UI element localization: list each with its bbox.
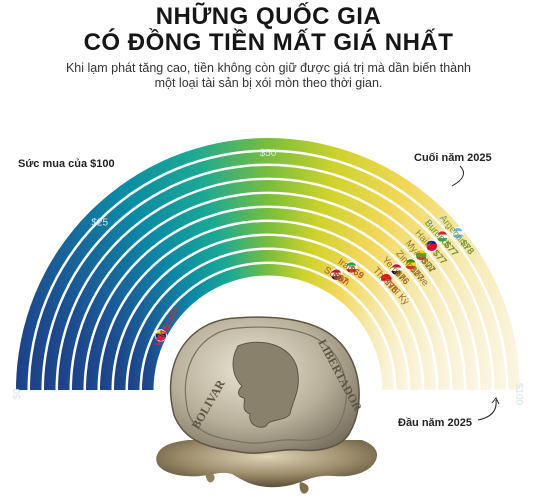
series-yemen (390, 263, 403, 276)
venezuela-flag-icon (154, 329, 167, 342)
coin-portrait (232, 341, 299, 428)
subtitle-line-1: Khi lạm phát tăng cao, tiền không còn gi… (65, 61, 472, 75)
start-of-year-arrowhead (491, 397, 500, 405)
series-zimbabwe (404, 258, 417, 271)
purchasing-power-label: Sức mua của $100 (18, 158, 115, 170)
page-title-line-1: NHỮNG QUỐC GIA (155, 3, 382, 30)
coin-inner-rim (184, 326, 348, 444)
tick-label-0: $0 (12, 388, 23, 400)
tick-labels: $0 $25 $50 $75 $100 (12, 148, 524, 406)
start-of-year-arrow (477, 399, 497, 421)
tick-label-100: $100 (513, 383, 524, 406)
page-subtitle: Khi lạm phát tăng cao, tiền không còn gi… (0, 61, 537, 91)
melting-coin-illustration: BOLIVAR LIBERTADOR (156, 316, 378, 494)
series-haiti (425, 239, 438, 252)
tick-label-50: $50 (260, 148, 277, 159)
yemen-flag-icon (390, 263, 403, 276)
coin-drip-2 (299, 482, 309, 494)
myanmar-flag-icon (415, 248, 428, 262)
zimbabwe-flag-icon (404, 258, 417, 271)
end-of-year-label: Cuối năm 2025 (414, 152, 492, 164)
series-iran (345, 261, 358, 274)
end-of-year-arrow (451, 165, 465, 187)
haiti-flag-icon (425, 239, 438, 252)
coin-drip (205, 470, 215, 483)
series-venezuela (154, 329, 167, 342)
series-sudan (330, 268, 343, 281)
series-turkey (380, 272, 393, 286)
coin-melt-puddle (156, 440, 378, 488)
argentina-flag-icon (451, 226, 464, 240)
flag-markers (154, 226, 464, 342)
subtitle-line-2: một loại tài sản bị xói mòn theo thời gi… (154, 76, 383, 90)
burundi-flag-icon (436, 230, 449, 243)
series-argentina (451, 226, 464, 240)
iran-flag-icon (345, 261, 358, 274)
series-myanmar (415, 248, 428, 262)
chart-annotations: Sức mua của $100 Cuối năm 2025 Đầu năm 202… (18, 152, 500, 429)
tick-label-75: $75 (428, 218, 445, 229)
page-title-line-2: CÓ ĐỒNG TIỀN MẤT GIÁ NHẤT (83, 29, 454, 56)
start-of-year-label: Đầu năm 2025 (398, 417, 472, 429)
turkey-flag-icon (380, 272, 393, 286)
tick-label-25: $25 (91, 218, 108, 229)
series-burundi (436, 230, 449, 243)
sudan-flag-icon (330, 268, 343, 281)
